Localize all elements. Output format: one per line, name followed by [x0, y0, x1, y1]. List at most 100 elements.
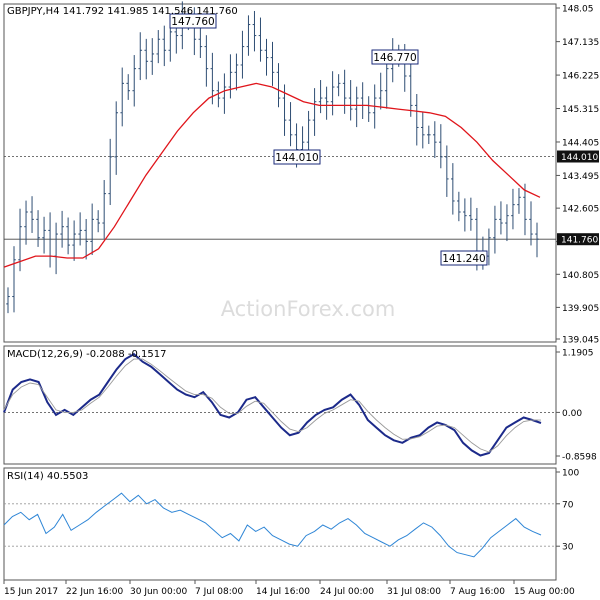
candle: [120, 67, 125, 127]
candle: [336, 74, 341, 97]
candle: [264, 38, 269, 76]
candle: [216, 81, 221, 108]
price-annotation: 141.240: [440, 250, 488, 266]
candle: [30, 196, 34, 233]
candle: [366, 96, 371, 122]
x-axis-tick: 7 Jul 08:00: [195, 587, 244, 597]
candle-series: [6, 1, 539, 314]
candle: [90, 203, 94, 256]
candle: [306, 110, 311, 152]
candle: [60, 210, 64, 248]
x-axis-tick: 14 Jul 16:00: [256, 587, 310, 597]
candle: [457, 191, 461, 222]
watermark: ActionForex.com: [221, 297, 396, 321]
candle: [288, 102, 293, 147]
candle: [18, 208, 22, 272]
rsi-axis-tick: 30: [562, 543, 574, 553]
x-axis-tick: 30 Jun 00:00: [130, 587, 187, 597]
candle: [102, 180, 106, 239]
candle: [240, 30, 245, 79]
price-axis-tick: 143.495: [562, 172, 599, 182]
macd-axis-tick: 0.00: [562, 409, 582, 419]
candle: [96, 210, 100, 233]
x-axis-tick: 15 Jun 2017: [4, 587, 58, 597]
price-annotation: 146.770: [371, 49, 419, 65]
candle: [529, 201, 533, 246]
rsi-panel-frame: [3, 467, 557, 581]
candle: [204, 35, 209, 87]
candle: [324, 86, 329, 120]
macd-panel-frame: [3, 345, 557, 465]
svg-text:141.760: 141.760: [561, 236, 598, 246]
candle: [222, 73, 227, 114]
candle: [354, 86, 359, 128]
candle: [348, 80, 353, 121]
x-axis-tick: 31 Jul 08:00: [387, 587, 441, 597]
candle: [318, 80, 323, 114]
candle: [499, 201, 503, 235]
svg-text:144.010: 144.010: [561, 153, 598, 163]
candle: [439, 124, 443, 169]
candle: [84, 218, 88, 260]
price-annotation: 144.010: [273, 149, 321, 165]
candle: [330, 71, 335, 116]
price-panel-frame: [3, 3, 557, 343]
candle: [408, 57, 413, 117]
candle: [535, 222, 539, 258]
candle: [162, 25, 167, 67]
rsi-axis-tick: 100: [562, 469, 579, 479]
price-axis-tick: 139.905: [562, 304, 599, 314]
candle: [156, 30, 161, 64]
candle: [246, 15, 251, 56]
candle: [487, 228, 491, 266]
candle: [270, 41, 275, 86]
candle: [384, 57, 389, 109]
current-price-label: 141.760: [557, 233, 599, 246]
x-axis-tick: 22 Jun 16:00: [66, 587, 123, 597]
svg-text:146.770: 146.770: [373, 52, 416, 64]
candle: [463, 198, 467, 232]
macd-axis-tick: -0.8598: [562, 453, 597, 463]
macd-line: [3, 352, 542, 457]
candle: [210, 52, 215, 105]
candle: [42, 216, 46, 254]
candle: [426, 125, 431, 145]
candle: [276, 63, 281, 108]
candle: [360, 82, 365, 120]
candle: [138, 32, 143, 81]
candle: [414, 94, 419, 146]
x-axis-tick: 7 Aug 16:00: [450, 587, 505, 597]
candle: [493, 205, 497, 254]
sma-line: [3, 82, 541, 268]
candle: [126, 74, 131, 100]
price-axis-tick: 139.045: [562, 336, 599, 346]
svg-text:144.010: 144.010: [275, 152, 318, 164]
candle: [12, 246, 16, 313]
candle: [511, 188, 515, 230]
candle: [433, 121, 437, 158]
x-axis-tick: 24 Jul 00:00: [320, 587, 374, 597]
price-axis-tick: 147.135: [562, 38, 599, 48]
candle: [258, 17, 263, 62]
candle: [132, 55, 137, 107]
candle: [66, 217, 70, 255]
level-axis-label: 144.010: [557, 150, 599, 163]
candle: [78, 212, 82, 246]
candle: [517, 188, 521, 214]
candle: [342, 69, 347, 114]
rsi-panel-title: RSI(14) 40.5503: [7, 471, 88, 482]
price-axis-tick: 140.805: [562, 271, 599, 281]
price-axis-tick: 144.405: [562, 138, 599, 148]
candle: [54, 222, 58, 275]
candle: [48, 212, 52, 268]
candle: [36, 210, 40, 247]
candle: [150, 38, 155, 75]
candle: [378, 72, 383, 110]
rsi-axis-tick: 70: [562, 500, 574, 510]
candle: [72, 220, 76, 261]
candle: [505, 204, 509, 242]
macd-signal-line: [3, 358, 542, 453]
rsi-line: [3, 492, 542, 558]
x-axis-tick: 15 Aug 00:00: [514, 587, 575, 597]
